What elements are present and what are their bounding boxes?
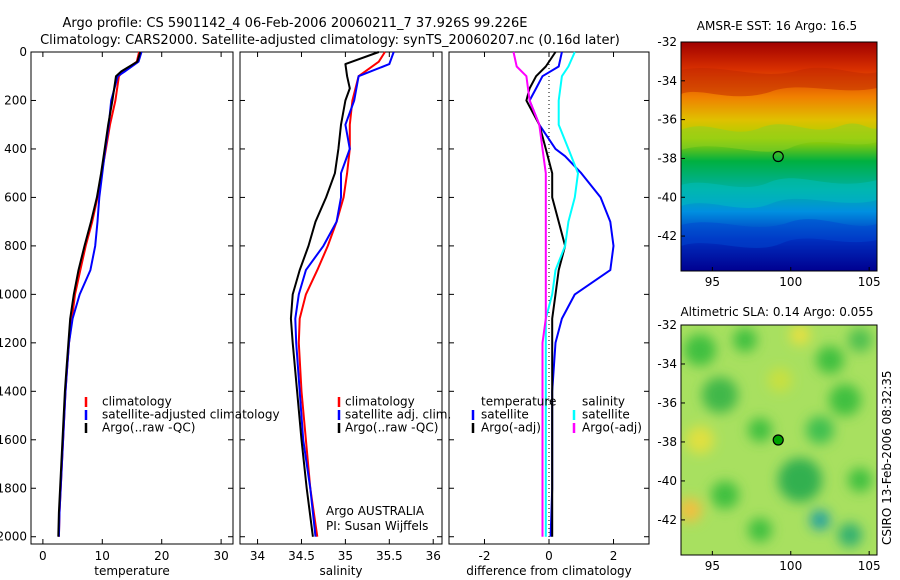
y-tick-label: -38 (657, 435, 677, 449)
y-tick-label: 1200 (0, 336, 27, 350)
legend-satellite-adjusted: satellite-adjusted climatology (102, 408, 280, 422)
sst-map (681, 42, 877, 271)
y-tick-label: -42 (657, 229, 677, 243)
sla-map-frame (680, 324, 878, 556)
salinity-axes-frame (239, 51, 443, 545)
temperature-plot: 0 10 20 30 0 200 400 600 800 1000 1200 1400 1600 1800… (0, 45, 233, 578)
sst-map-title: AMSR-E SST: 16 Argo: 16.5 (697, 19, 857, 33)
title-line-2: Climatology: CARS2000. Satellite-adjuste… (40, 33, 620, 48)
series-line (57, 51, 141, 537)
salinity-legend: climatology satellite adj. clim. Argo(..… (326, 395, 451, 534)
y-tick-label: -40 (657, 474, 677, 488)
x-tick-label: 34.5 (288, 549, 315, 563)
difference-legend: temperature satellite Argo(-adj) salinit… (471, 395, 642, 435)
x-tick-label: 100 (779, 559, 802, 573)
x-tick-label: 36 (426, 549, 441, 563)
legend-climatology: climatology (102, 395, 172, 409)
legend-sal-satellite: satellite (582, 408, 630, 422)
series-line (294, 51, 395, 537)
y-tick-label: -32 (657, 35, 677, 49)
y-tick-label: 1800 (0, 481, 27, 495)
credit-text: Argo AUSTRALIA (326, 504, 425, 518)
legend-satellite-adj: satellite adj. clim. (345, 408, 451, 422)
difference-axes-frame (448, 51, 650, 545)
sla-map-ticks: 95 100 105 -32 -34 -36 -38 -40 -42 (657, 318, 880, 573)
sla-map-title: Altimetric SLA: 0.14 Argo: 0.055 (680, 305, 873, 319)
y-tick-label: 200 (4, 93, 27, 107)
legend-argo-raw: Argo(..raw -QC) (345, 421, 438, 435)
y-tick-label: -36 (657, 113, 677, 127)
legend-group-temperature: temperature (481, 395, 556, 409)
series-line (289, 51, 380, 537)
x-tick-label: 2 (610, 549, 618, 563)
y-tick-label: 1000 (0, 287, 27, 301)
x-tick-label: 95 (705, 559, 720, 573)
x-tick-label: 0 (39, 549, 47, 563)
x-tick-label: 20 (154, 549, 169, 563)
x-tick-label: 105 (858, 275, 881, 289)
y-tick-label: -34 (657, 74, 677, 88)
series-line (525, 51, 567, 537)
legend-argo-raw: Argo(..raw -QC) (102, 421, 195, 435)
x-tick-label: 35.5 (376, 549, 403, 563)
series-line (512, 51, 547, 537)
temperature-legend: climatology satellite-adjusted climatolo… (84, 395, 280, 435)
y-tick-label: -38 (657, 151, 677, 165)
x-tick-label: 0 (545, 549, 553, 563)
series-line (57, 51, 142, 537)
sst-argo-marker (772, 150, 784, 163)
sla-argo-marker (772, 434, 784, 446)
x-tick-label: 95 (705, 275, 720, 289)
sst-map-frame (680, 41, 878, 272)
y-tick-label: 2000 (0, 530, 27, 544)
x-axis-label: difference from climatology (466, 564, 632, 578)
x-tick-label: 34 (250, 549, 265, 563)
series-line (297, 51, 386, 537)
side-timestamp: CSIRO 13-Feb-2006 08:32:35 (880, 370, 894, 545)
y-tick-label: -36 (657, 396, 677, 410)
x-axis-label: salinity (319, 564, 362, 578)
legend-sal-argo: Argo(-adj) (582, 421, 642, 435)
salinity-plot: 34 34.5 35 35.5 36 salinity (240, 51, 442, 578)
series-line (57, 51, 143, 537)
temperature-axes-frame (30, 51, 234, 545)
y-tick-label: -42 (657, 513, 677, 527)
y-tick-label: 600 (4, 190, 27, 204)
y-tick-label: 0 (19, 45, 27, 59)
y-tick-label: -34 (657, 357, 677, 371)
pi-text: PI: Susan Wijffels (326, 519, 428, 533)
x-tick-label: 30 (213, 549, 228, 563)
legend-temp-satellite: satellite (481, 408, 529, 422)
y-tick-label: 800 (4, 239, 27, 253)
legend-group-salinity: salinity (582, 395, 625, 409)
y-tick-label: 1600 (0, 433, 27, 447)
x-tick-label: -2 (478, 549, 490, 563)
y-tick-label: -40 (657, 190, 677, 204)
x-tick-label: 100 (779, 275, 802, 289)
y-tick-label: 400 (4, 142, 27, 156)
legend-temp-argo: Argo(-adj) (481, 421, 541, 435)
title-line-1: Argo profile: CS 5901142_4 06-Feb-2006 2… (63, 16, 528, 31)
x-axis-label: temperature (94, 564, 169, 578)
sst-map-ticks: 95 100 105 -32 -34 -36 -38 -40 -42 (657, 35, 880, 289)
x-tick-label: 105 (858, 559, 881, 573)
x-tick-label: 35 (338, 549, 353, 563)
y-tick-label: 1400 (0, 384, 27, 398)
x-tick-label: 10 (95, 549, 110, 563)
series-line (544, 51, 579, 537)
y-tick-label: -32 (657, 318, 677, 332)
legend-climatology: climatology (345, 395, 415, 409)
